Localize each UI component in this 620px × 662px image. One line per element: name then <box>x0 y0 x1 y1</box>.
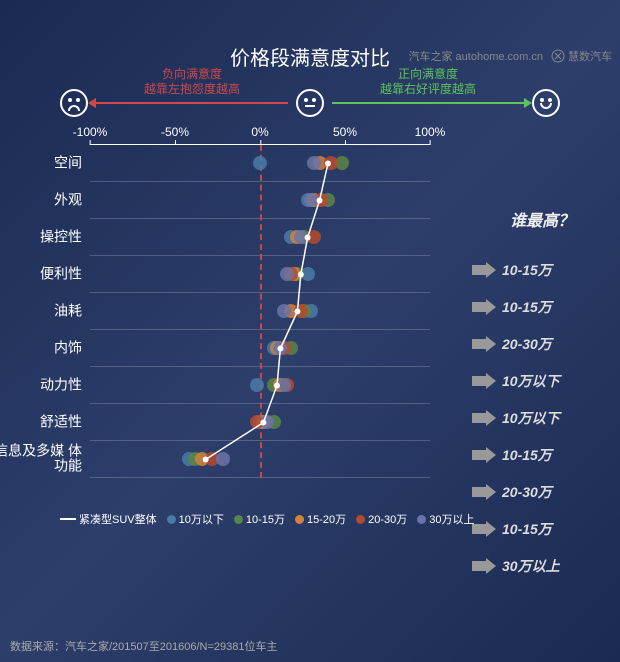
data-point <box>253 156 267 170</box>
data-point <box>277 304 291 318</box>
arrow-icon <box>472 410 496 426</box>
x-tick: -50% <box>161 125 189 139</box>
negative-arrow: 负向满意度越靠左抱怨度越高 <box>96 102 288 104</box>
arrow-icon <box>472 373 496 389</box>
y-label: 信息及多媒 体功能 <box>0 444 82 475</box>
y-label: 空间 <box>0 155 82 170</box>
side-column: 谁最高？ 10-15万 10-15万 20-30万 10万以下 10万以下 10-15万 2… <box>472 207 612 584</box>
side-row: 20-30万 <box>472 473 612 510</box>
legend-item: 紧凑型SUV整体 <box>60 511 157 527</box>
y-label: 动力性 <box>0 377 82 392</box>
legend-item: 20-30万 <box>356 511 407 527</box>
neutral-face-icon <box>296 89 324 117</box>
side-row: 10万以下 <box>472 399 612 436</box>
data-point <box>324 156 338 170</box>
data-point <box>277 378 291 392</box>
legend-item: 10万以下 <box>167 511 224 527</box>
data-point <box>250 378 264 392</box>
data-point <box>273 341 287 355</box>
side-value: 10-15万 <box>502 260 552 280</box>
data-point <box>304 193 318 207</box>
chart: -100%-50%0%50%100% 空间外观操控性便利性油耗内饰动力性舒适性信… <box>90 125 430 505</box>
watermark: 汽车之家 autohome.com.cn 慧数汽车 <box>409 48 613 64</box>
y-label: 操控性 <box>0 229 82 244</box>
y-label: 内饰 <box>0 340 82 355</box>
arrow-icon <box>472 521 496 537</box>
side-value: 10-15万 <box>502 445 552 465</box>
data-point <box>307 156 321 170</box>
side-value: 20-30万 <box>502 334 552 354</box>
y-label: 外观 <box>0 192 82 207</box>
side-row: 10万以下 <box>472 362 612 399</box>
data-point <box>307 230 321 244</box>
x-tick: -100% <box>73 125 108 139</box>
legend-item: 10-15万 <box>234 511 285 527</box>
x-axis: -100%-50%0%50%100% <box>90 125 430 145</box>
arrow-icon <box>472 299 496 315</box>
footer-source: 数据来源：汽车之家/201507至201606/N=29381位车主 <box>10 638 277 654</box>
data-point <box>260 415 274 429</box>
side-title: 谁最高？ <box>472 207 612 231</box>
x-tick: 0% <box>251 125 268 139</box>
header-legend: 负向满意度越靠左抱怨度越高 正向满意度越靠右好评度越高 <box>0 89 620 117</box>
sad-face-icon <box>60 89 88 117</box>
chart-rows: 空间外观操控性便利性油耗内饰动力性舒适性信息及多媒 体功能 <box>90 145 430 478</box>
y-label: 油耗 <box>0 303 82 318</box>
watermark-brand-logo: 慧数汽车 <box>551 48 612 64</box>
side-value: 10-15万 <box>502 519 552 539</box>
y-label: 舒适性 <box>0 414 82 429</box>
side-value: 10万以下 <box>502 371 560 391</box>
arrow-icon <box>472 558 496 574</box>
arrow-icon <box>472 336 496 352</box>
side-value: 10万以下 <box>502 408 560 428</box>
side-value: 10-15万 <box>502 297 552 317</box>
side-row: 30万以上 <box>472 547 612 584</box>
side-row: 10-15万 <box>472 288 612 325</box>
legend-item: 15-20万 <box>295 511 346 527</box>
arrow-icon <box>472 262 496 278</box>
y-label: 便利性 <box>0 266 82 281</box>
side-value: 30万以上 <box>502 556 560 576</box>
arrow-icon <box>472 484 496 500</box>
side-row: 10-15万 <box>472 251 612 288</box>
positive-arrow: 正向满意度越靠右好评度越高 <box>332 102 524 104</box>
data-point <box>280 267 294 281</box>
legend-item: 30万以上 <box>417 511 474 527</box>
watermark-site: 汽车之家 autohome.com.cn <box>409 48 544 64</box>
side-row: 10-15万 <box>472 436 612 473</box>
arrow-icon <box>472 447 496 463</box>
side-row: 10-15万 <box>472 510 612 547</box>
happy-face-icon <box>532 89 560 117</box>
x-tick: 50% <box>333 125 357 139</box>
data-point <box>294 304 308 318</box>
data-point <box>294 230 308 244</box>
side-row: 20-30万 <box>472 325 612 362</box>
data-point <box>216 452 230 466</box>
x-tick: 100% <box>415 125 446 139</box>
side-value: 20-30万 <box>502 482 552 502</box>
